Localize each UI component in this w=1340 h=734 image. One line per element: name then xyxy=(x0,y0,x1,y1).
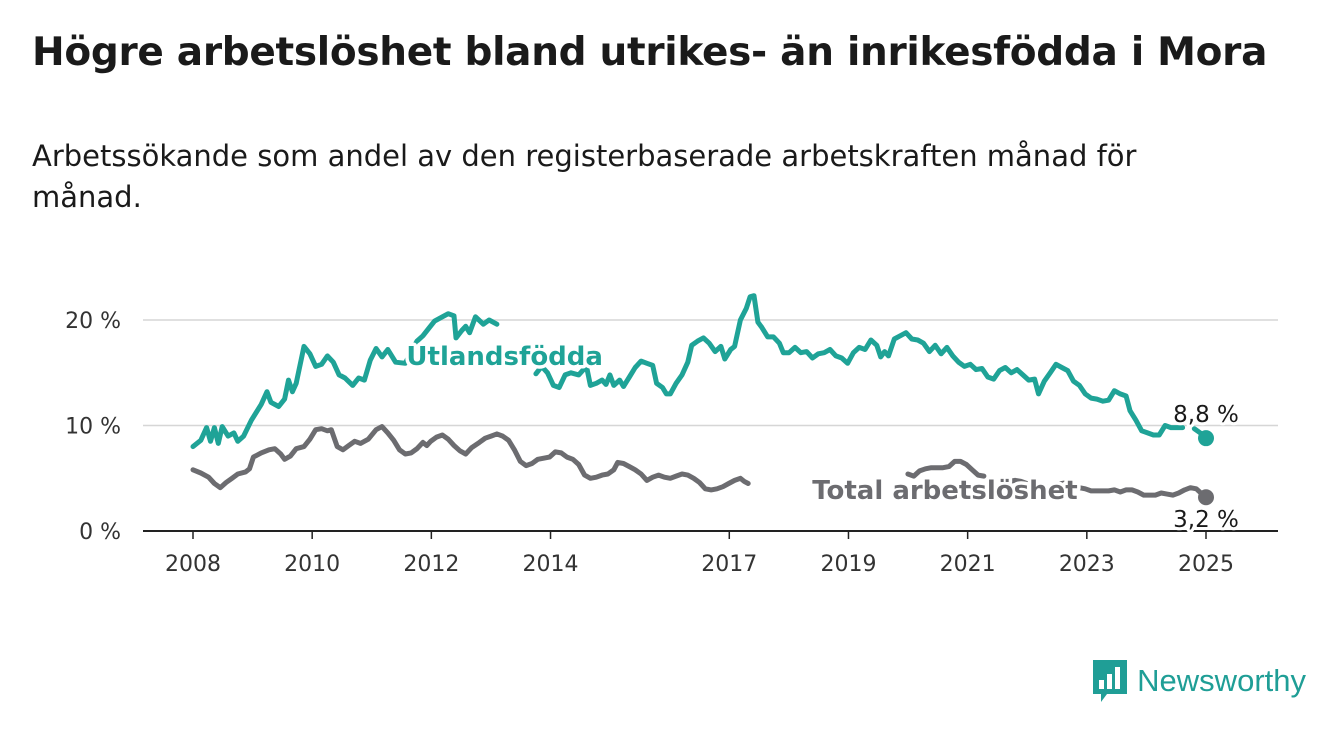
series-line-total-arbetslöshet xyxy=(193,427,748,490)
series-label-utlandsfödda: Utlandsfödda xyxy=(406,342,603,372)
x-tick-label: 2019 xyxy=(820,552,876,577)
y-tick-label: 10 % xyxy=(65,415,121,440)
x-tick-label: 2014 xyxy=(523,552,579,577)
end-value-label-total-arbetslöshet: 3,2 % xyxy=(1173,507,1239,533)
series-line-total-arbetslöshet xyxy=(908,461,984,476)
x-tick-label: 2017 xyxy=(701,552,757,577)
end-point-utlandsfödda xyxy=(1198,430,1214,446)
series-line-utlandsfödda xyxy=(536,296,1183,435)
x-tick-label: 2008 xyxy=(165,552,221,577)
series-lines xyxy=(193,296,1214,506)
x-tick-label: 2025 xyxy=(1178,552,1234,577)
series-label-total-arbetslöshet: Total arbetslöshet xyxy=(812,476,1077,506)
grid: 0 % 10 % 20 % 2008 2010 2012 2014 2017 2019 2021 2… xyxy=(65,309,1278,577)
labels: 8,8 % Utlandsfödda 3,2 % Total arbetslöshet xyxy=(406,342,1238,533)
y-tick-label: 0 % xyxy=(79,520,121,545)
end-point-total-arbetslöshet xyxy=(1198,489,1214,505)
y-tick-label: 20 % xyxy=(65,309,121,334)
brand-name: Newsworthy xyxy=(1137,663,1306,699)
x-tick-label: 2010 xyxy=(284,552,340,577)
x-tick-label: 2012 xyxy=(403,552,459,577)
end-value-label-utlandsfödda: 8,8 % xyxy=(1173,402,1239,428)
x-tick-label: 2023 xyxy=(1059,552,1115,577)
series-line-utlandsfödda xyxy=(193,314,497,447)
newsworthy-logo-icon xyxy=(1093,660,1127,702)
line-chart: 0 % 10 % 20 % 2008 2010 2012 2014 2017 2019 2021 2… xyxy=(0,0,1340,734)
x-tick-label: 2021 xyxy=(940,552,996,577)
brand: Newsworthy xyxy=(1093,660,1306,702)
